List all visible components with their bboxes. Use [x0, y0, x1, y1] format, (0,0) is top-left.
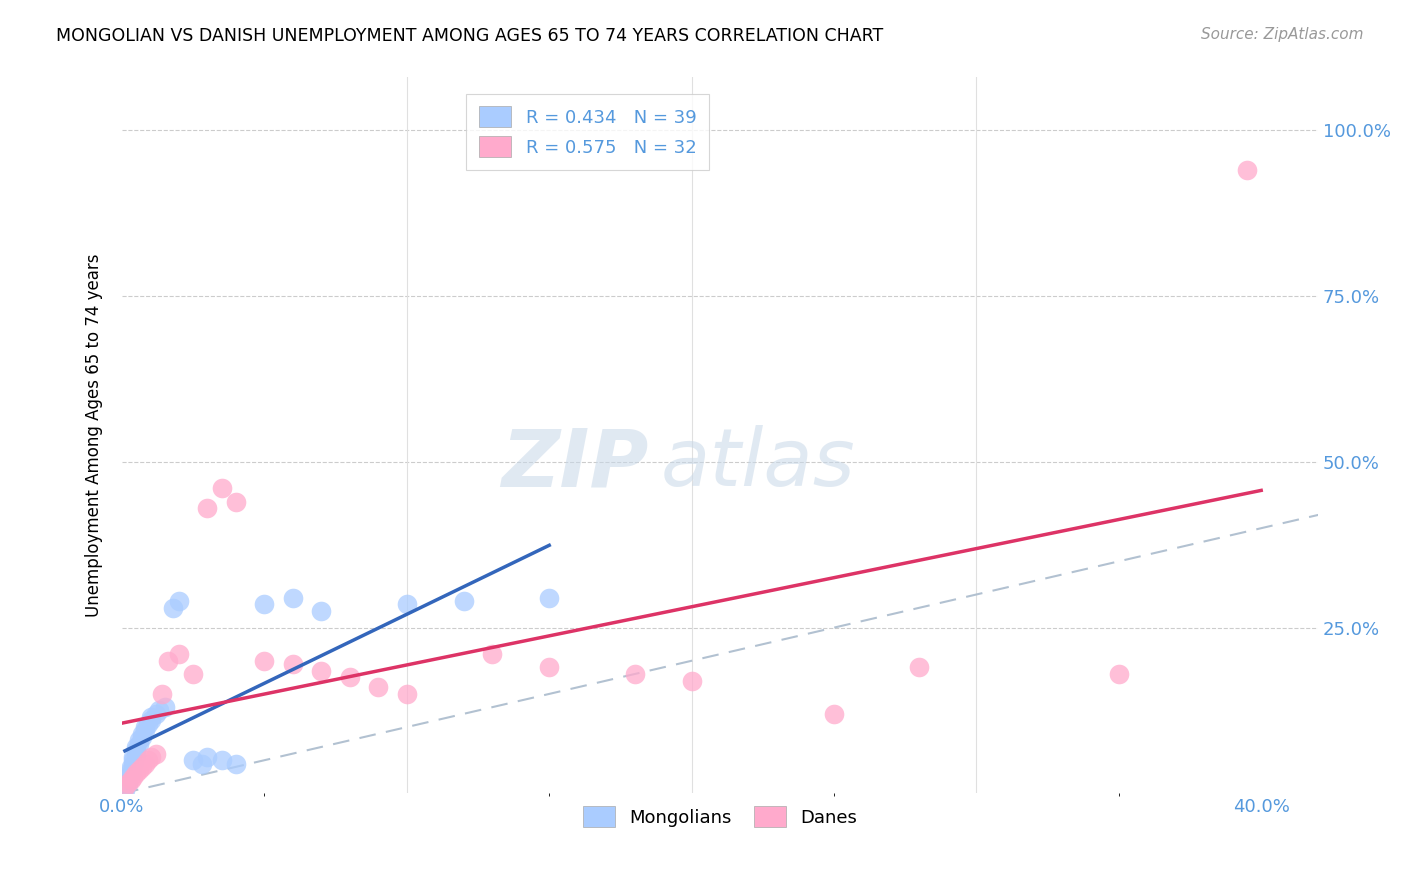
Point [134, 720, 156, 734]
Point [120, 773, 142, 788]
Point [1108, 667, 1130, 681]
Text: ZIP: ZIP [501, 425, 648, 503]
Point [453, 594, 475, 608]
Point [145, 747, 167, 761]
Text: MONGOLIAN VS DANISH UNEMPLOYMENT AMONG AGES 65 TO 74 YEARS CORRELATION CHART: MONGOLIAN VS DANISH UNEMPLOYMENT AMONG A… [56, 27, 883, 45]
Point [128, 763, 150, 777]
Point [125, 739, 148, 754]
Text: atlas: atlas [661, 425, 855, 503]
Point [136, 716, 159, 731]
Point [120, 766, 142, 780]
Point [481, 647, 503, 661]
Y-axis label: Unemployment Among Ages 65 to 74 years: Unemployment Among Ages 65 to 74 years [86, 253, 103, 617]
Point [181, 667, 204, 681]
Point [156, 654, 179, 668]
Point [225, 494, 247, 508]
Point [211, 753, 233, 767]
Point [191, 756, 214, 771]
Point [681, 673, 703, 688]
Point [145, 706, 167, 721]
Point [125, 743, 148, 757]
Point [167, 594, 190, 608]
Point [908, 660, 931, 674]
Legend: Mongolians, Danes: Mongolians, Danes [575, 799, 865, 834]
Point [211, 482, 233, 496]
Point [125, 766, 148, 780]
Point [114, 783, 136, 797]
Point [120, 763, 142, 777]
Point [395, 687, 418, 701]
Point [823, 706, 845, 721]
Point [281, 657, 304, 671]
Point [253, 654, 276, 668]
Point [122, 753, 145, 767]
Point [134, 723, 156, 738]
Point [311, 664, 333, 678]
Point [122, 750, 145, 764]
Point [117, 773, 139, 788]
Point [538, 660, 561, 674]
Point [1236, 163, 1258, 178]
Point [117, 770, 139, 784]
Point [395, 598, 418, 612]
Point [131, 760, 153, 774]
Point [117, 776, 139, 790]
Point [139, 714, 162, 728]
Point [114, 780, 136, 794]
Point [134, 756, 156, 771]
Point [117, 776, 139, 790]
Point [225, 756, 247, 771]
Point [153, 700, 176, 714]
Point [120, 760, 142, 774]
Point [139, 710, 162, 724]
Point [253, 598, 276, 612]
Point [150, 687, 173, 701]
Point [131, 730, 153, 744]
Point [339, 670, 361, 684]
Point [131, 727, 153, 741]
Point [281, 591, 304, 605]
Point [125, 747, 148, 761]
Text: Source: ZipAtlas.com: Source: ZipAtlas.com [1201, 27, 1364, 42]
Point [538, 591, 561, 605]
Point [167, 647, 190, 661]
Point [197, 750, 219, 764]
Point [128, 737, 150, 751]
Point [136, 753, 159, 767]
Point [148, 704, 170, 718]
Point [197, 501, 219, 516]
Point [139, 750, 162, 764]
Point [311, 604, 333, 618]
Point [128, 733, 150, 747]
Point [367, 681, 389, 695]
Point [181, 753, 204, 767]
Point [122, 770, 145, 784]
Point [623, 667, 645, 681]
Point [122, 756, 145, 771]
Point [162, 600, 184, 615]
Point [114, 780, 136, 794]
